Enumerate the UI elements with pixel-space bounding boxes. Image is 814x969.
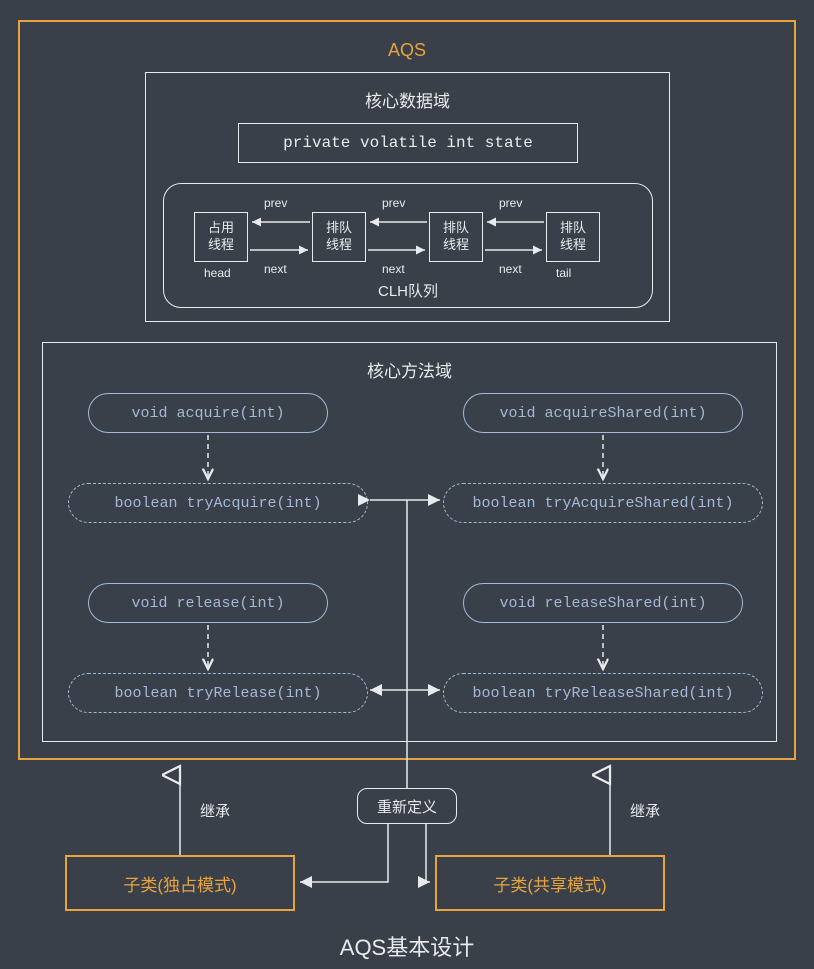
core-method-box: 核心方法域 void acquire(int) boolean tryAcqui… (42, 342, 777, 742)
clh-arrows (164, 184, 654, 309)
inherit-left: 继承 (200, 800, 230, 821)
aqs-title: AQS (20, 40, 794, 61)
core-data-box: 核心数据域 private volatile int state CLH队列 占… (145, 72, 670, 322)
bottom-title: AQS基本设计 (0, 930, 814, 962)
subclass-exclusive: 子类(独占模式) (65, 855, 295, 911)
inherit-right: 继承 (630, 800, 660, 821)
redefine-box: 重新定义 (357, 788, 457, 824)
method-internal-arrows (43, 343, 778, 743)
aqs-outer-box: AQS 核心数据域 private volatile int state CLH… (18, 20, 796, 760)
state-decl: private volatile int state (238, 123, 578, 163)
clh-queue-box: CLH队列 占用 线程 排队 线程 排队 线程 排队 线程 head tail (163, 183, 653, 308)
core-data-title: 核心数据域 (146, 87, 669, 112)
subclass-shared: 子类(共享模式) (435, 855, 665, 911)
